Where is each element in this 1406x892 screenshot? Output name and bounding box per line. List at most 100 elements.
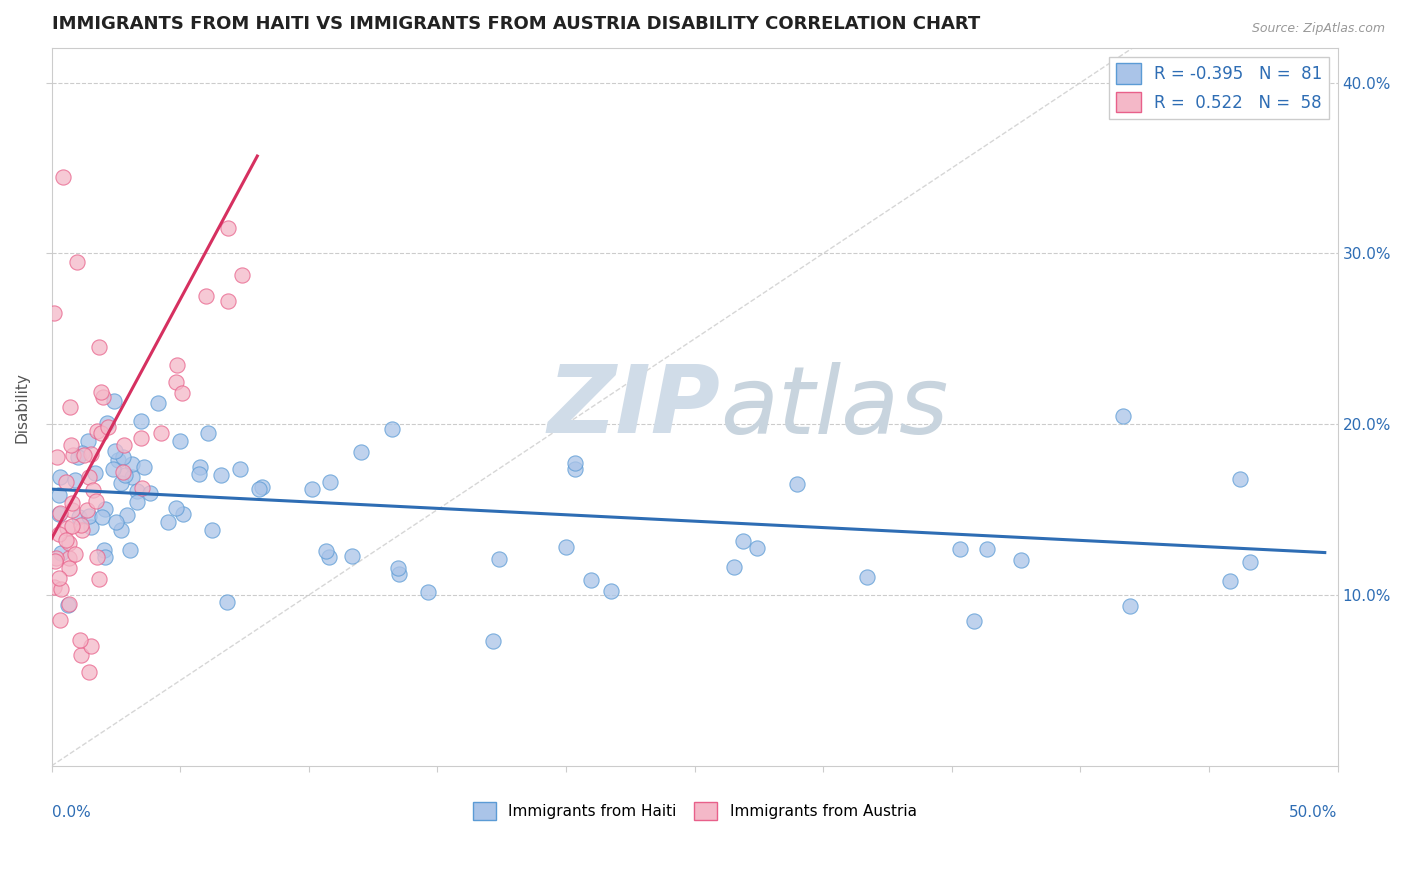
- Point: [231, 268, 253, 282]
- Point: [247, 482, 270, 496]
- Point: [56, 598, 79, 612]
- Point: [962, 614, 984, 628]
- Point: [77, 470, 100, 484]
- Point: [856, 570, 879, 584]
- Point: [482, 634, 505, 648]
- Point: [747, 541, 769, 555]
- Point: [118, 542, 141, 557]
- Point: [70, 648, 93, 662]
- Point: [60, 438, 83, 452]
- Point: [217, 220, 239, 235]
- Point: [786, 477, 808, 491]
- Point: [42, 306, 65, 320]
- Text: 50.0%: 50.0%: [1289, 805, 1337, 821]
- Point: [58, 400, 80, 414]
- Point: [91, 390, 114, 404]
- Point: [1239, 555, 1261, 569]
- Point: [44, 554, 66, 568]
- Point: [63, 473, 86, 487]
- Point: [114, 467, 136, 482]
- Point: [127, 483, 149, 498]
- Point: [77, 508, 100, 523]
- Point: [80, 640, 103, 654]
- Point: [67, 450, 90, 465]
- Point: [77, 665, 100, 679]
- Point: [127, 495, 149, 509]
- Point: [90, 510, 112, 524]
- Point: [172, 507, 194, 521]
- Point: [111, 465, 134, 479]
- Point: [146, 396, 169, 410]
- Point: [58, 560, 80, 574]
- Point: [129, 431, 152, 445]
- Point: [121, 469, 143, 483]
- Point: [70, 446, 93, 460]
- Point: [63, 547, 86, 561]
- Legend: Immigrants from Haiti, Immigrants from Austria: Immigrants from Haiti, Immigrants from A…: [467, 796, 922, 826]
- Point: [381, 422, 404, 436]
- Point: [48, 507, 70, 521]
- Point: [45, 551, 67, 566]
- Point: [62, 448, 84, 462]
- Point: [318, 549, 340, 564]
- Text: IMMIGRANTS FROM HAITI VS IMMIGRANTS FROM AUSTRIA DISABILITY CORRELATION CHART: IMMIGRANTS FROM HAITI VS IMMIGRANTS FROM…: [52, 15, 980, 33]
- Point: [48, 488, 70, 502]
- Point: [1229, 472, 1251, 486]
- Point: [188, 460, 211, 475]
- Point: [579, 573, 602, 587]
- Point: [49, 470, 72, 484]
- Point: [115, 508, 138, 523]
- Text: atlas: atlas: [720, 361, 949, 452]
- Point: [166, 358, 188, 372]
- Point: [217, 294, 239, 309]
- Point: [564, 456, 586, 470]
- Point: [96, 417, 118, 431]
- Point: [201, 523, 224, 537]
- Point: [564, 462, 586, 476]
- Point: [187, 467, 209, 481]
- Text: Source: ZipAtlas.com: Source: ZipAtlas.com: [1251, 22, 1385, 36]
- Point: [67, 509, 90, 524]
- Point: [86, 424, 108, 438]
- Point: [46, 450, 69, 464]
- Point: [58, 597, 80, 611]
- Point: [229, 462, 252, 476]
- Point: [87, 572, 110, 586]
- Point: [49, 546, 72, 560]
- Y-axis label: Disability: Disability: [15, 372, 30, 442]
- Point: [94, 550, 117, 565]
- Point: [60, 502, 83, 516]
- Point: [48, 527, 70, 541]
- Point: [599, 584, 621, 599]
- Point: [66, 255, 89, 269]
- Point: [84, 467, 107, 481]
- Point: [103, 462, 125, 476]
- Point: [86, 550, 108, 565]
- Point: [215, 595, 238, 609]
- Point: [132, 460, 155, 475]
- Point: [90, 384, 112, 399]
- Point: [55, 475, 77, 490]
- Point: [73, 448, 96, 462]
- Point: [131, 481, 153, 495]
- Point: [723, 560, 745, 574]
- Point: [69, 633, 91, 648]
- Point: [301, 482, 323, 496]
- Point: [107, 453, 129, 467]
- Point: [82, 483, 104, 497]
- Point: [209, 468, 232, 483]
- Point: [60, 495, 83, 509]
- Point: [315, 543, 337, 558]
- Point: [1219, 574, 1241, 588]
- Point: [55, 520, 77, 534]
- Point: [104, 444, 127, 458]
- Point: [110, 523, 132, 537]
- Point: [103, 394, 125, 409]
- Point: [80, 519, 103, 533]
- Point: [387, 561, 409, 575]
- Point: [111, 450, 134, 464]
- Point: [93, 543, 115, 558]
- Point: [139, 485, 162, 500]
- Point: [58, 550, 80, 565]
- Point: [129, 414, 152, 428]
